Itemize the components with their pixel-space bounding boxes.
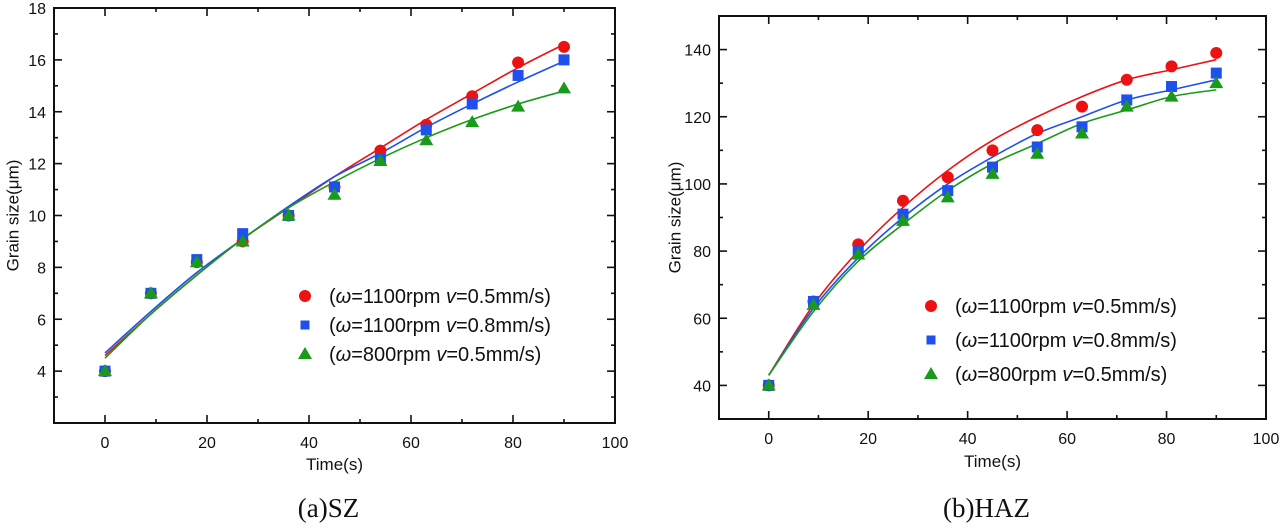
y-axis-title: Grain size(μm) <box>665 162 684 274</box>
x-tick-label: 100 <box>602 435 629 452</box>
data-point-series-0 <box>558 40 570 53</box>
data-point-series-1 <box>329 181 340 193</box>
data-point-series-2 <box>1164 89 1179 102</box>
data-point-series-1 <box>1210 67 1222 79</box>
y-tick-label: 16 <box>28 53 46 70</box>
x-tick-label: 80 <box>504 435 522 452</box>
chart-haz: 0 20 40 60 80 100 40 60 80 100 120 140 Time(s) Grain … <box>665 15 1280 523</box>
data-point-series-0 <box>1120 73 1133 86</box>
legend-marker-0 <box>299 290 311 302</box>
data-point-series-2 <box>373 154 388 167</box>
data-point-series-1 <box>237 228 249 240</box>
data-point-series-1 <box>466 98 478 110</box>
legend-marker-0 <box>925 300 937 312</box>
data-point-series-2 <box>143 286 158 299</box>
x-tick-label: 40 <box>959 431 977 448</box>
data-point-series-0 <box>986 144 999 157</box>
x-tick-label: 0 <box>764 431 773 448</box>
data-point-series-1 <box>512 69 524 81</box>
legend-label-0: (ω=1100rpm v=0.5mm/s) <box>955 296 1177 318</box>
data-point-series-2 <box>985 166 1000 179</box>
x-axis-title: Time(s) <box>964 452 1021 471</box>
data-point-series-2 <box>761 378 776 391</box>
data-point-series-0 <box>896 194 909 207</box>
y-tick-label: 100 <box>684 177 711 194</box>
x-tick-label: 60 <box>1058 431 1076 448</box>
y-tick-label: 12 <box>28 157 46 174</box>
data-point-series-1 <box>558 54 570 66</box>
x-tick-label: 20 <box>859 431 877 448</box>
data-point-series-2 <box>189 255 204 268</box>
data-point-series-2 <box>940 190 955 203</box>
data-point-series-0 <box>1210 46 1223 59</box>
data-point-series-1 <box>1166 81 1178 93</box>
data-point-series-0 <box>1076 100 1089 113</box>
legend-label-1: (ω=1100rpm v=0.8mm/s) <box>329 315 551 337</box>
y-tick-label: 14 <box>28 105 46 122</box>
data-point-series-2 <box>419 133 434 146</box>
fit-line-series-1 <box>768 79 1217 376</box>
y-tick-label: 6 <box>37 312 46 329</box>
legend-label-2: (ω=800rpm v=0.5mm/s) <box>329 344 541 366</box>
legend-label-2: (ω=800rpm v=0.5mm/s) <box>955 364 1167 386</box>
data-point-series-2 <box>281 208 296 221</box>
y-tick-label: 120 <box>684 110 711 127</box>
y-tick-label: 140 <box>684 43 711 60</box>
legend-label-1: (ω=1100rpm v=0.8mm/s) <box>955 330 1177 352</box>
data-point-series-2 <box>851 247 866 260</box>
x-tick-label: 80 <box>1158 431 1176 448</box>
y-tick-label: 60 <box>693 311 711 328</box>
data-point-series-0 <box>1165 60 1178 73</box>
data-point-series-2 <box>98 364 112 377</box>
legend-label-0: (ω=1100rpm v=0.5mm/s) <box>329 286 551 308</box>
x-tick-label: 40 <box>300 435 318 452</box>
data-point-series-2 <box>235 234 250 247</box>
figure-caption: (b)HAZ <box>943 493 1030 523</box>
x-tick-label: 20 <box>198 435 216 452</box>
data-point-series-2 <box>1209 76 1224 89</box>
y-tick-label: 80 <box>693 244 711 261</box>
data-point-series-2 <box>557 81 571 94</box>
data-point-series-2 <box>511 99 526 112</box>
legend-marker-1 <box>300 320 310 330</box>
data-point-series-0 <box>941 171 954 184</box>
x-tick-label: 100 <box>1253 431 1280 448</box>
x-tick-label: 0 <box>101 435 110 452</box>
legend-marker-2 <box>924 367 938 379</box>
plot-frame <box>718 15 1267 420</box>
chart-sz: 0 20 40 60 80 100 4 6 8 10 12 14 16 18 Time(s) Grain si… <box>3 1 628 523</box>
fit-line-series-0 <box>104 43 565 357</box>
fit-line-series-1 <box>104 60 565 354</box>
data-point-series-2 <box>1030 146 1045 159</box>
y-tick-label: 10 <box>28 209 46 226</box>
fit-line-series-0 <box>768 58 1217 376</box>
data-point-series-2 <box>327 187 342 200</box>
data-point-series-2 <box>1075 126 1090 139</box>
data-point-series-2 <box>465 115 480 128</box>
y-tick-label: 8 <box>37 260 46 277</box>
y-tick-label: 40 <box>693 378 711 395</box>
x-axis-title: Time(s) <box>306 455 363 474</box>
legend-marker-1 <box>926 335 936 345</box>
data-point-series-0 <box>1031 124 1044 137</box>
data-point-series-0 <box>512 56 525 69</box>
y-tick-label: 4 <box>37 364 46 381</box>
data-point-series-2 <box>806 297 821 310</box>
figure-caption: (a)SZ <box>298 493 359 523</box>
y-axis-title: Grain size(μm) <box>3 160 22 272</box>
legend-marker-2 <box>298 347 312 359</box>
data-point-series-2 <box>1119 99 1134 112</box>
x-tick-label: 60 <box>402 435 420 452</box>
data-point-series-1 <box>420 124 432 136</box>
y-tick-label: 18 <box>28 1 46 18</box>
data-point-series-2 <box>895 213 910 226</box>
